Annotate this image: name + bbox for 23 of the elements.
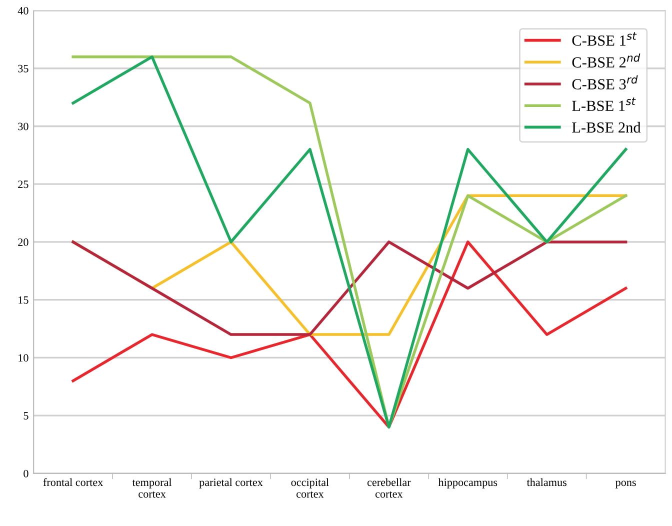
y-tick-label: 5 [24,412,28,420]
y-tick-label: 25 [18,180,28,188]
x-tick-label: pons [615,480,636,488]
x-tick-label: thalamus [526,478,566,486]
y-tick-label: 35 [18,64,28,72]
x-tick-label: occipital cortex [291,478,329,498]
x-tick-label: parietal cortex [199,478,263,488]
line-series [72,240,628,428]
x-tick-label: temporal cortex [132,478,172,498]
y-tick-label: 10 [18,354,28,362]
legend-label: C-BSE 3$^{rd}$ [572,75,638,90]
y-tick-label: 30 [18,122,28,130]
x-tick-label: frontal cortex [43,478,104,486]
legend-label: L-BSE 1$^{st}$ [572,97,636,112]
x-tick-label: cerebellar cortex [367,478,411,498]
y-tick-label: 0 [24,470,28,478]
x-tick-label: hippocampus [438,478,498,488]
y-tick-label: 15 [18,296,28,304]
legend-label: C-BSE 2$^{nd}$ [572,53,640,68]
y-tick-label: 40 [18,6,28,14]
y-tick-label: 20 [18,238,28,246]
legend-label: L-BSE 2nd [572,122,641,133]
legend-label: C-BSE 1$^{st}$ [572,32,637,46]
